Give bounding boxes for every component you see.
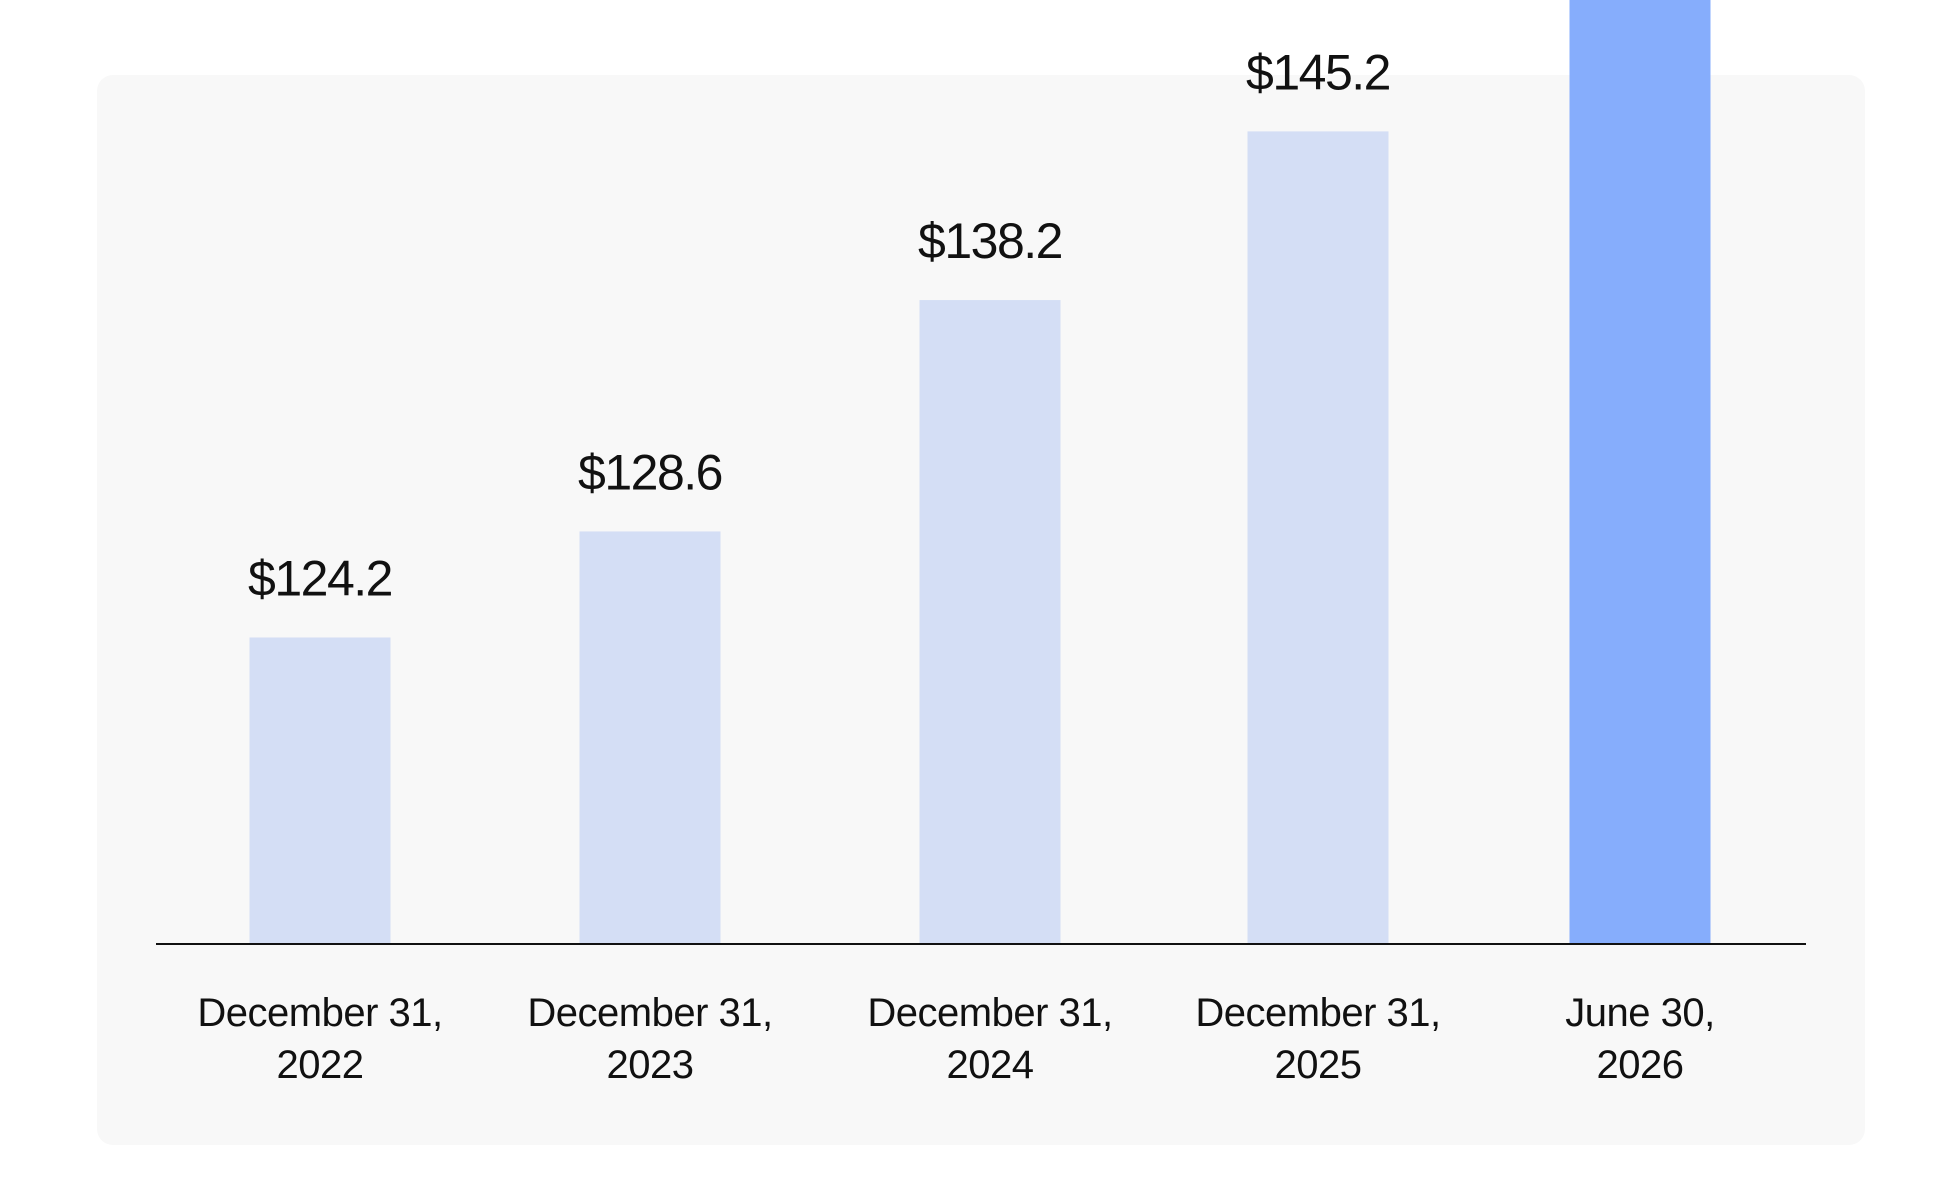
bar-4 [1569,0,1711,944]
x-tick-label-0-line-0: December 31, [197,991,442,1035]
x-tick-label-3-line-0: December 31, [1195,991,1440,1035]
value-label-3: $145.2 [1246,44,1390,100]
value-label-1: $128.6 [578,444,722,500]
x-tick-label-3-line-1: 2025 [1275,1043,1362,1087]
x-tick-label-2-line-0: December 31, [867,991,1112,1035]
x-tick-label-1-line-0: December 31, [527,991,772,1035]
value-label-2: $138.2 [918,213,1062,269]
value-label-0: $124.2 [248,550,392,606]
x-tick-label-1-line-1: 2023 [607,1043,694,1087]
bar-1 [579,531,721,944]
bar-3 [1247,131,1389,944]
bar-2 [919,300,1061,945]
x-tick-label-0-line-1: 2022 [277,1043,364,1087]
x-tick-labels-group: December 31, 2022 December 31, 2023 December… [197,991,1715,1087]
x-tick-label-4-line-1: 2026 [1597,1043,1684,1087]
bar-0 [249,637,391,944]
x-tick-label-4-line-0: June 30, [1565,991,1714,1035]
x-tick-label-2-line-1: 2024 [947,1043,1034,1087]
value-labels-group: $124.2$128.6$138.2$145.2$151.6 [248,44,1391,606]
bars-group [249,0,1711,945]
